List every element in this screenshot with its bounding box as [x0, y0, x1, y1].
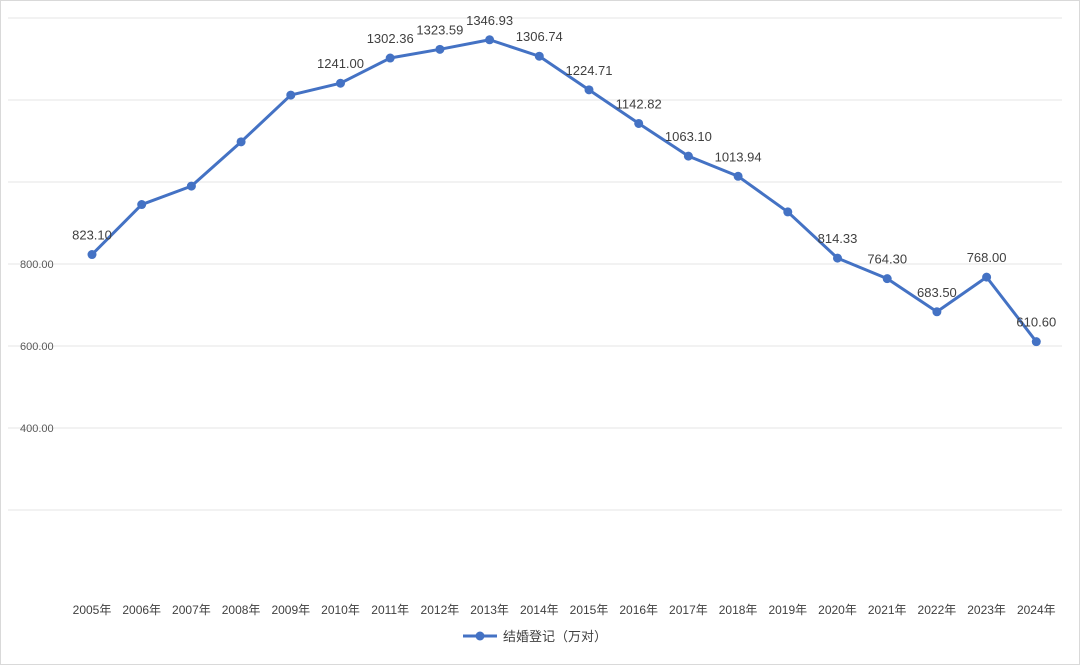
legend[interactable]: 结婚登记（万对） — [463, 629, 607, 644]
x-tick-label: 2017年 — [669, 603, 708, 617]
data-label: 823.10 — [72, 228, 112, 243]
data-point — [137, 200, 147, 210]
data-labels: 823.10 1241.001302.361323.591346.931306.7… — [72, 13, 1056, 330]
data-point — [634, 118, 644, 128]
x-tick-label: 2019年 — [768, 603, 807, 617]
data-point — [236, 137, 246, 147]
data-point — [336, 78, 345, 88]
series-layer — [87, 35, 1041, 347]
data-point — [932, 307, 942, 317]
data-point — [683, 151, 693, 161]
x-tick-label: 2009年 — [271, 603, 310, 617]
legend-marker-icon — [475, 631, 485, 641]
x-tick-label: 2022年 — [918, 603, 957, 617]
y-tick-label: 800.00 — [20, 259, 54, 271]
data-point — [982, 272, 992, 282]
data-label: 1346.93 — [466, 13, 513, 28]
data-point — [584, 85, 594, 95]
x-tick-label: 2020年 — [818, 603, 857, 617]
x-axis-ticks: 2005年 2006年 2007年 2008年 2009年 2010年 2011年 2012年… — [73, 603, 1056, 617]
series-line — [90, 38, 1038, 343]
data-point — [87, 250, 97, 260]
x-tick-label: 2007年 — [172, 603, 211, 617]
data-label: 814.33 — [818, 231, 858, 246]
x-tick-label: 2018年 — [719, 603, 758, 617]
x-tick-label: 2013年 — [470, 603, 509, 617]
data-point — [733, 171, 743, 181]
y-tick-label: 600.00 — [20, 341, 54, 353]
data-label: 1063.10 — [665, 129, 712, 144]
x-tick-label: 2016年 — [619, 603, 658, 617]
x-tick-label: 2021年 — [868, 603, 907, 617]
legend-label: 结婚登记（万对） — [503, 629, 607, 644]
y-tick-label: 400.00 — [20, 423, 54, 435]
data-label: 1323.59 — [416, 22, 463, 37]
data-point — [1031, 337, 1041, 347]
data-label: 1224.71 — [566, 63, 613, 78]
data-label: 768.00 — [967, 250, 1007, 265]
x-tick-label: 2023年 — [967, 603, 1006, 617]
x-tick-label: 2005年 — [73, 603, 112, 617]
data-point — [186, 181, 196, 191]
data-label: 1142.82 — [616, 96, 662, 111]
data-point — [882, 274, 892, 284]
data-label: 683.50 — [917, 285, 957, 300]
x-tick-label: 2006年 — [122, 603, 161, 617]
data-label: 764.30 — [867, 252, 907, 267]
x-tick-label: 2024年 — [1017, 603, 1056, 617]
x-tick-label: 2015年 — [570, 603, 609, 617]
x-tick-label: 2010年 — [321, 603, 360, 617]
data-point — [833, 253, 842, 263]
data-point — [783, 207, 793, 217]
x-tick-label: 2012年 — [421, 603, 460, 617]
data-label: 1241.00 — [317, 56, 364, 71]
data-point — [485, 35, 495, 45]
x-tick-label: 2011年 — [371, 603, 409, 617]
data-label: 1306.74 — [516, 29, 563, 44]
x-tick-label: 2008年 — [222, 603, 261, 617]
data-point — [534, 51, 544, 61]
data-label: 1013.94 — [715, 149, 762, 164]
x-tick-label: 2014年 — [520, 603, 559, 617]
data-label: 610.60 — [1016, 315, 1056, 330]
data-label: 1302.36 — [367, 31, 414, 46]
data-point — [385, 53, 395, 63]
data-point — [286, 90, 296, 100]
gridlines — [8, 17, 1062, 511]
y-axis-ticks: 400.00 600.00 800.00 — [20, 259, 54, 435]
data-point — [435, 44, 445, 54]
